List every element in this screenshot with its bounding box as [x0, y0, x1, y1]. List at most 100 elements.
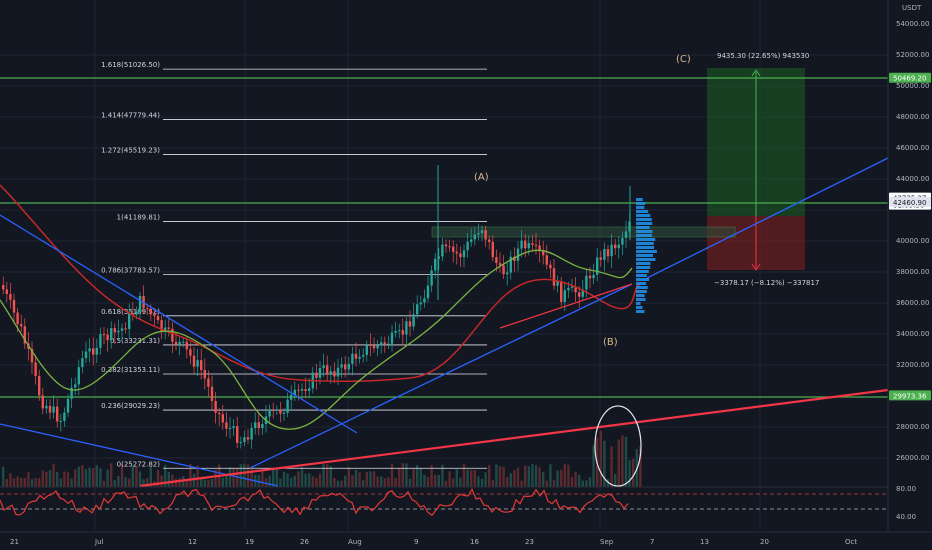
candle-body: [88, 348, 91, 352]
volume-bar: [552, 479, 556, 487]
volume-profile-bar: [636, 222, 653, 225]
volume-bar: [354, 469, 358, 487]
candle-body: [246, 437, 250, 440]
volume-bar: [160, 475, 163, 487]
candle-body: [182, 341, 185, 343]
time-tick-label: 12: [188, 538, 197, 546]
candle-body: [610, 244, 613, 257]
volume-profile-bar: [636, 214, 651, 217]
candle-body: [290, 394, 293, 400]
volume-bar: [290, 477, 293, 487]
candle-body: [574, 286, 577, 293]
volume-bar: [430, 465, 433, 487]
resistance-box[interactable]: [431, 226, 736, 238]
candle-body: [416, 304, 419, 315]
fib-label: 0.786(37783.57): [101, 266, 160, 274]
volume-bar: [484, 472, 487, 487]
volume-bar: [513, 470, 516, 487]
candle-body: [524, 240, 527, 249]
volume-bar: [124, 477, 127, 487]
volume-bar: [441, 464, 444, 487]
volume-bar: [110, 463, 113, 487]
volume-bar: [380, 476, 383, 487]
volume-bar: [232, 468, 235, 487]
volume-bar: [52, 463, 55, 487]
volume-bar: [423, 474, 426, 487]
volume-bar: [102, 480, 106, 487]
volume-bar: [203, 479, 206, 487]
volume-bar: [282, 471, 286, 487]
trendline-blue-up[interactable]: [249, 283, 633, 469]
time-tick-label: 7: [650, 538, 654, 546]
trendline-blue-down[interactable]: [0, 214, 358, 434]
candle-body: [156, 316, 160, 321]
volume-bar: [502, 466, 505, 487]
volume-bar: [286, 473, 289, 487]
volume-bar: [351, 475, 354, 487]
candle-body: [329, 371, 332, 375]
volume-bar: [45, 471, 48, 487]
candle-body: [326, 365, 329, 375]
candle-body: [171, 328, 174, 342]
volume-bar: [452, 478, 455, 487]
candle-body: [192, 355, 196, 367]
candle-body: [279, 409, 282, 414]
volume-profile-bar: [636, 310, 645, 313]
volume-bar: [59, 478, 62, 487]
candle-body: [228, 428, 232, 430]
volume-bar: [624, 436, 628, 487]
candle-body: [570, 286, 574, 288]
volume-bar: [588, 477, 592, 487]
trendline-blue-projection[interactable]: [646, 157, 889, 279]
volume-bar: [20, 478, 23, 487]
volume-bar: [473, 470, 476, 487]
candle-body: [588, 275, 592, 279]
candle-body: [423, 298, 426, 303]
volume-bar: [63, 471, 66, 487]
price-tick-label: 48000.00: [896, 113, 929, 121]
volume-bar: [12, 478, 16, 487]
highlight-ellipse[interactable]: [594, 405, 642, 487]
trendline-red-support[interactable]: [139, 388, 889, 488]
volume-bar: [300, 466, 304, 487]
volume-bar: [174, 478, 178, 487]
volume-bar: [567, 464, 570, 487]
price-axis[interactable]: [888, 0, 932, 532]
candle-body: [380, 342, 383, 346]
price-tick-label: 54000.00: [896, 20, 929, 28]
candle-body: [254, 422, 257, 429]
candle-body: [336, 367, 340, 377]
volume-bar: [88, 467, 91, 487]
candle-body: [477, 233, 480, 235]
candlestick-series: [2, 165, 631, 449]
measure-top-text: 9435.30 (22.65%) 943530: [717, 52, 809, 60]
volume-bar: [34, 477, 37, 487]
trendline-blue-lower[interactable]: [0, 423, 279, 487]
fib-retracement[interactable]: 1.618(51026.50) 1.414(47779.44) 1.272(4551…: [101, 61, 487, 469]
candle-body: [207, 378, 210, 387]
candle-body: [167, 327, 170, 329]
volume-profile-bar: [636, 198, 643, 201]
price-tick-label: 28000.00: [896, 423, 929, 431]
candle-body: [81, 358, 84, 368]
volume-bar: [578, 474, 581, 487]
volume-bar: [365, 472, 368, 487]
volume-bar: [326, 464, 329, 487]
candle-body: [488, 239, 491, 242]
candle-body: [408, 321, 412, 327]
price-tick-label: 46000.00: [896, 144, 929, 152]
candle-body: [534, 244, 538, 246]
volume-bar: [117, 475, 120, 487]
candle-body: [128, 313, 131, 329]
wave-label-a: (A): [474, 172, 489, 183]
volume-bar: [549, 464, 552, 487]
candle-body: [405, 321, 408, 335]
volume-bar: [23, 477, 26, 487]
candle-body: [59, 421, 62, 423]
candle-body: [5, 289, 8, 295]
volume-bar: [336, 480, 340, 487]
volume-bar: [106, 469, 109, 487]
trendline-red-short[interactable]: [499, 283, 633, 329]
volume-bar: [603, 440, 606, 487]
